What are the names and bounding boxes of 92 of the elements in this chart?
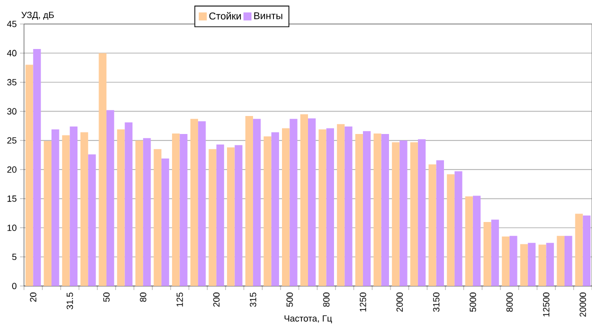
bar xyxy=(582,216,591,286)
bar xyxy=(198,121,206,286)
bar xyxy=(62,135,70,286)
bar xyxy=(216,144,224,286)
bar xyxy=(344,126,352,286)
x-axis-title: Частота, Гц xyxy=(284,315,332,324)
bar xyxy=(300,114,308,286)
x-tick-label: 200 xyxy=(213,292,220,307)
bar xyxy=(374,133,382,286)
x-tick-label: 31.5 xyxy=(66,292,73,310)
bar xyxy=(418,139,426,286)
x-tick-label: 12500 xyxy=(543,292,550,316)
bar xyxy=(271,132,280,286)
bar xyxy=(472,196,481,286)
bar xyxy=(234,145,242,286)
bar xyxy=(362,131,371,286)
bar xyxy=(381,134,389,286)
x-tick-label: 20 xyxy=(30,292,36,302)
y-tick-label: 5 xyxy=(12,254,16,260)
legend-label: Стойки xyxy=(209,12,241,20)
bar xyxy=(98,53,106,286)
bar xyxy=(161,158,170,286)
x-tick-label: 125 xyxy=(176,292,183,306)
bar xyxy=(135,140,144,286)
y-tick-label: 45 xyxy=(7,20,16,28)
bar xyxy=(336,124,345,286)
bar xyxy=(25,64,34,286)
bar xyxy=(528,242,536,286)
y-tick-label: 40 xyxy=(7,50,16,56)
bar xyxy=(355,134,363,286)
bar xyxy=(253,118,261,286)
bar xyxy=(172,133,180,286)
y-tick-label: 0 xyxy=(12,282,16,290)
bar xyxy=(282,128,290,286)
bar xyxy=(556,236,565,286)
bar xyxy=(245,116,254,286)
bar xyxy=(180,134,188,286)
bar xyxy=(51,129,60,286)
bar xyxy=(538,244,546,286)
bar xyxy=(124,122,132,286)
bar xyxy=(446,174,455,286)
bar xyxy=(290,118,298,286)
y-tick-label: 10 xyxy=(8,224,16,231)
bar xyxy=(44,141,52,286)
bar xyxy=(106,110,114,286)
bar xyxy=(33,49,41,286)
x-tick-label: 50 xyxy=(103,292,110,302)
bar xyxy=(502,236,510,286)
bar xyxy=(428,164,436,286)
y-tick-label: 15 xyxy=(8,196,16,202)
bar xyxy=(308,118,316,286)
bar xyxy=(154,149,162,286)
bar xyxy=(326,128,334,286)
bar xyxy=(117,129,125,286)
x-tick-label: 20000 xyxy=(580,292,586,317)
y-axis-title: УЗД, дБ xyxy=(21,12,54,20)
bar xyxy=(80,132,88,286)
x-tick-label: 1250 xyxy=(360,292,366,312)
bar xyxy=(564,236,572,286)
bar xyxy=(491,220,499,286)
bar xyxy=(454,171,462,286)
bar xyxy=(88,154,96,286)
bar xyxy=(436,160,444,286)
legend-label: Винты xyxy=(254,12,282,20)
bar xyxy=(546,242,554,286)
bar xyxy=(318,129,326,286)
x-tick-label: 500 xyxy=(286,292,293,307)
bar xyxy=(410,142,418,286)
y-tick-label: 35 xyxy=(7,79,16,86)
bar xyxy=(484,222,492,286)
bar xyxy=(510,236,518,286)
y-tick-label: 30 xyxy=(7,108,16,115)
bar xyxy=(70,126,78,286)
bar xyxy=(392,142,400,286)
y-tick-label: 20 xyxy=(7,166,16,173)
x-tick-label: 80 xyxy=(140,292,146,302)
y-tick-label: 25 xyxy=(7,137,16,144)
bar xyxy=(208,149,216,286)
x-tick-label: 315 xyxy=(250,292,256,307)
bar xyxy=(520,244,528,286)
x-tick-label: 800 xyxy=(323,292,330,307)
bar xyxy=(190,118,198,286)
x-tick-label: 5000 xyxy=(470,292,476,312)
bar xyxy=(143,138,151,286)
x-tick-label: 8000 xyxy=(506,292,513,312)
x-tick-label: 3150 xyxy=(433,292,440,312)
x-tick-label: 2000 xyxy=(396,292,403,312)
bar xyxy=(465,196,473,286)
bar xyxy=(400,140,408,286)
bar xyxy=(227,147,235,286)
bar xyxy=(264,136,272,286)
bar xyxy=(575,214,583,286)
